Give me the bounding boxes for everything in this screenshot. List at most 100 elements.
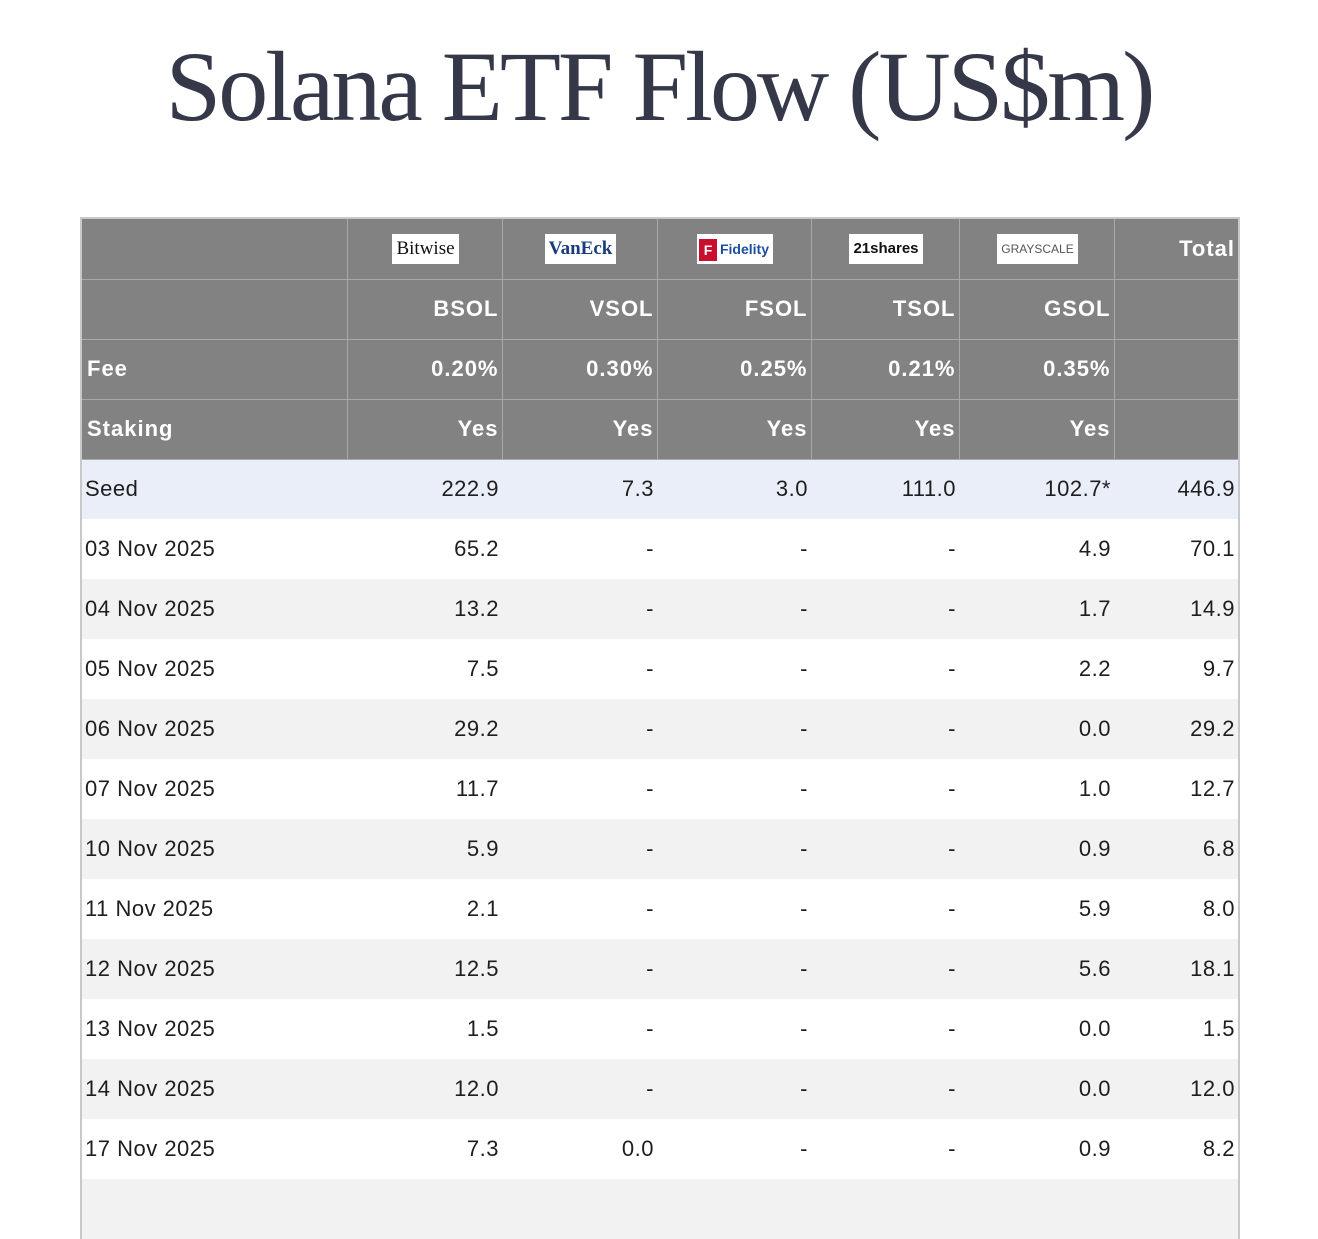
flow-value-cell: - <box>657 939 811 999</box>
date-cell: 07 Nov 2025 <box>82 759 347 819</box>
fee-cell: 0.20% <box>347 339 503 400</box>
flow-value-cell: - <box>811 999 959 1059</box>
flow-value-cell: - <box>811 819 959 879</box>
table-row: 12 Nov 2025 12.5- - -5.6 18.1 <box>82 939 1238 999</box>
flow-value-cell: 12.0 <box>347 1059 502 1119</box>
flow-value-cell: 0.9 <box>959 819 1114 879</box>
issuer-logo-cell: VanEck <box>502 219 658 280</box>
flow-value-cell: 0.0 <box>959 999 1114 1059</box>
flow-value-cell: - <box>657 579 811 639</box>
flow-value-cell: - <box>502 1059 657 1119</box>
staking-cell: Yes <box>657 399 812 460</box>
table-row: 07 Nov 2025 11.7- - -1.0 12.7 <box>82 759 1238 819</box>
total-value-cell: 29.2 <box>1114 699 1238 759</box>
ticker-cell: VSOL <box>502 279 658 340</box>
flow-value-cell: 2.2 <box>959 639 1114 699</box>
flow-value-cell: - <box>811 579 959 639</box>
flow-value-cell: 1.0 <box>959 759 1114 819</box>
flow-value-cell: - <box>811 759 959 819</box>
fidelity-logo-icon: F Fidelity <box>696 233 773 264</box>
total-value-cell: 446.9 <box>1114 459 1238 519</box>
staking-row: Staking Yes Yes Yes Yes Yes <box>82 399 1238 460</box>
bitwise-logo-icon: Bitwise <box>392 233 459 264</box>
flow-value-cell: - <box>502 939 657 999</box>
total-value-cell: 8.0 <box>1114 879 1238 939</box>
flow-value-cell: - <box>811 1059 959 1119</box>
table-row: 04 Nov 2025 13.2- - -1.7 14.9 <box>82 579 1238 639</box>
flow-value-cell: 13.2 <box>347 579 502 639</box>
staking-cell: Yes <box>811 399 960 460</box>
flow-value-cell: - <box>657 1059 811 1119</box>
total-value-cell: 6.8 <box>1114 819 1238 879</box>
table-row: 05 Nov 2025 7.5- - -2.2 9.7 <box>82 639 1238 699</box>
total-value-cell <box>1114 1179 1238 1239</box>
flow-value-cell: - <box>502 519 657 579</box>
flow-value-cell: - <box>657 879 811 939</box>
header-corner-cell <box>82 219 348 280</box>
fee-cell: 0.25% <box>657 339 812 400</box>
total-value-cell: 70.1 <box>1114 519 1238 579</box>
date-cell: 11 Nov 2025 <box>82 879 347 939</box>
flow-value-cell: - <box>502 999 657 1059</box>
staking-cell: Yes <box>502 399 658 460</box>
flow-value-cell: - <box>657 699 811 759</box>
flow-value-cell: 65.2 <box>347 519 502 579</box>
issuer-logo-cell: F Fidelity <box>657 219 812 280</box>
table-row: 06 Nov 2025 29.2- - -0.0 29.2 <box>82 699 1238 759</box>
issuer-logo-cell: 21shares <box>811 219 960 280</box>
total-value-cell: 14.9 <box>1114 579 1238 639</box>
vaneck-logo-icon: VanEck <box>544 233 617 264</box>
table-row: 11 Nov 2025 2.1- - -5.9 8.0 <box>82 879 1238 939</box>
flow-value-cell: 11.7 <box>347 759 502 819</box>
flow-value-cell: - <box>811 879 959 939</box>
fee-row: Fee 0.20% 0.30% 0.25% 0.21% 0.35% <box>82 339 1238 400</box>
total-value-cell: 12.7 <box>1114 759 1238 819</box>
date-cell: 10 Nov 2025 <box>82 819 347 879</box>
flow-value-cell: 7.3 <box>347 1119 502 1179</box>
flow-value-cell: 1.7 <box>959 579 1114 639</box>
flow-value-cell: 29.2 <box>347 699 502 759</box>
seed-row: Seed 222.9 7.3 3.0 111.0 102.7* 446.9 <box>82 459 1238 519</box>
grayscale-logo-icon: GRAYSCALE <box>997 233 1078 264</box>
staking-total-cell <box>1114 399 1238 460</box>
total-value-cell: 1.5 <box>1114 999 1238 1059</box>
staking-cell: Yes <box>959 399 1115 460</box>
flow-value-cell: 0.0 <box>959 1059 1114 1119</box>
fee-cell: 0.21% <box>811 339 960 400</box>
date-cell: 17 Nov 2025 <box>82 1119 347 1179</box>
ticker-cell: GSOL <box>959 279 1115 340</box>
flow-value-cell: 12.5 <box>347 939 502 999</box>
ticker-row-label <box>82 279 348 340</box>
flow-value-cell: - <box>811 939 959 999</box>
flow-value-cell: - <box>502 759 657 819</box>
ticker-total-cell <box>1114 279 1238 340</box>
flow-value-cell: - <box>811 1119 959 1179</box>
flow-value-cell <box>959 1179 1114 1239</box>
table-row: 13 Nov 2025 1.5- - -0.0 1.5 <box>82 999 1238 1059</box>
flow-value-cell <box>811 1179 959 1239</box>
table-header: Bitwise VanEck F Fidelity 21shares GRAYSC… <box>82 219 1238 460</box>
date-cell: 03 Nov 2025 <box>82 519 347 579</box>
ticker-cell: BSOL <box>347 279 503 340</box>
fee-row-label: Fee <box>82 339 348 400</box>
total-column-header: Total <box>1114 219 1238 280</box>
table-body: Seed 222.9 7.3 3.0 111.0 102.7* 446.9 03 Nov 20… <box>82 459 1238 1239</box>
flow-value-cell: 0.9 <box>959 1119 1114 1179</box>
ticker-row: BSOL VSOL FSOL TSOL GSOL <box>82 279 1238 340</box>
etf-flow-table: Bitwise VanEck F Fidelity 21shares GRAYSC… <box>82 219 1238 1239</box>
flow-value-cell: - <box>811 699 959 759</box>
flow-value-cell: - <box>811 519 959 579</box>
flow-value-cell: 222.9 <box>347 459 502 519</box>
flow-value-cell: - <box>657 819 811 879</box>
flow-value-cell: 111.0 <box>811 459 959 519</box>
fee-cell: 0.30% <box>502 339 658 400</box>
total-value-cell: 12.0 <box>1114 1059 1238 1119</box>
issuer-logo-cell: Bitwise <box>347 219 503 280</box>
fidelity-logo-text: Fidelity <box>719 240 769 257</box>
fee-total-cell <box>1114 339 1238 400</box>
flow-value-cell: 2.1 <box>347 879 502 939</box>
flow-value-cell: 5.9 <box>959 879 1114 939</box>
issuer-logo-cell: GRAYSCALE <box>959 219 1115 280</box>
table-row: 14 Nov 2025 12.0- - -0.0 12.0 <box>82 1059 1238 1119</box>
flow-value-cell: 7.5 <box>347 639 502 699</box>
